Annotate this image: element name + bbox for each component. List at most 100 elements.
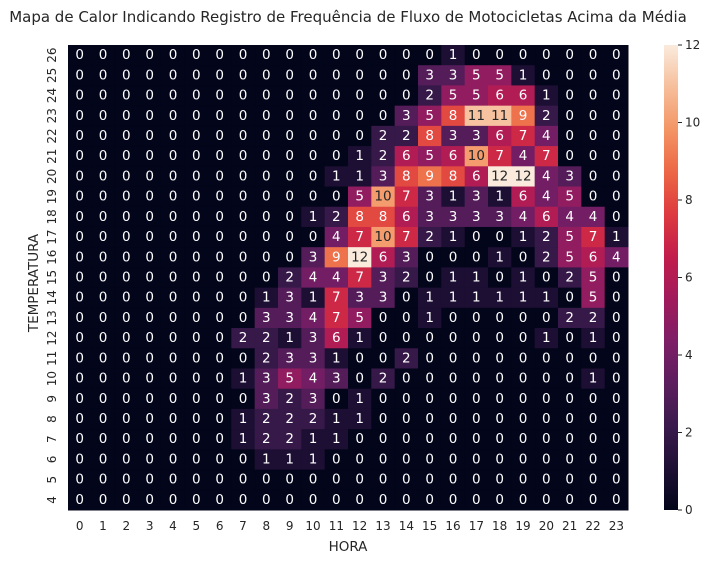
heatmap-cell bbox=[68, 348, 92, 369]
heatmap-cell bbox=[558, 206, 582, 228]
cell-value-label: 1 bbox=[542, 88, 551, 104]
cell-value-label: 0 bbox=[75, 67, 84, 83]
heatmap-cell bbox=[301, 166, 326, 188]
cell-value-label: 0 bbox=[379, 47, 388, 63]
heatmap-cell bbox=[138, 469, 162, 491]
heatmap-cell bbox=[488, 287, 512, 309]
heatmap-cell bbox=[418, 247, 442, 268]
cell-value-label: 3 bbox=[425, 189, 434, 205]
cell-value-label: 0 bbox=[425, 371, 434, 387]
heatmap-cell bbox=[254, 368, 279, 390]
heatmap-cell bbox=[114, 206, 139, 228]
cell-value-label: 0 bbox=[145, 472, 154, 488]
heatmap-cell bbox=[604, 247, 629, 268]
cell-value-label: 0 bbox=[169, 391, 178, 407]
cell-value-label: 0 bbox=[472, 431, 481, 447]
y-tick-label: 24 bbox=[45, 88, 59, 103]
heatmap-cell bbox=[534, 226, 559, 248]
cell-value-label: 6 bbox=[495, 128, 504, 144]
colorbar-tick-label: 6 bbox=[685, 271, 693, 285]
heatmap-cell bbox=[371, 429, 396, 450]
heatmap-cell bbox=[604, 348, 629, 369]
heatmap-cell bbox=[231, 206, 256, 228]
heatmap-cell bbox=[231, 287, 256, 309]
cell-value-label: 0 bbox=[145, 249, 154, 265]
heatmap-cell bbox=[441, 429, 466, 450]
cell-value-label: 1 bbox=[355, 391, 364, 407]
heatmap-cell bbox=[324, 65, 349, 86]
heatmap-cell bbox=[324, 247, 349, 268]
heatmap-cell bbox=[558, 469, 582, 491]
heatmap-cell bbox=[418, 388, 442, 410]
cell-value-label: 0 bbox=[122, 290, 131, 306]
heatmap-cell bbox=[464, 408, 489, 430]
heatmap-cell bbox=[441, 186, 466, 208]
cell-value-label: 0 bbox=[495, 391, 504, 407]
x-tick-label: 16 bbox=[445, 519, 460, 533]
cell-value-label: 0 bbox=[75, 350, 84, 366]
cell-value-label: 0 bbox=[239, 310, 248, 326]
heatmap-cell bbox=[91, 146, 116, 167]
cell-value-label: 0 bbox=[75, 209, 84, 225]
heatmap-cell bbox=[91, 166, 116, 188]
heatmap-cell bbox=[418, 368, 442, 390]
heatmap-cell bbox=[464, 489, 489, 511]
cell-value-label: 0 bbox=[192, 148, 201, 164]
heatmap-cell bbox=[138, 85, 162, 107]
cell-value-label: 3 bbox=[449, 128, 458, 144]
heatmap-cell bbox=[534, 65, 559, 86]
cell-value-label: 1 bbox=[472, 270, 481, 286]
cell-value-label: 6 bbox=[495, 88, 504, 104]
heatmap-cell bbox=[301, 368, 326, 390]
heatmap-cell bbox=[418, 226, 442, 248]
heatmap-cell bbox=[394, 186, 419, 208]
heatmap-cell bbox=[138, 408, 162, 430]
cell-value-label: 3 bbox=[309, 249, 318, 265]
cell-value-label: 0 bbox=[519, 350, 528, 366]
cell-value-label: 0 bbox=[239, 47, 248, 63]
heatmap-cell bbox=[231, 65, 256, 86]
heatmap-cell bbox=[324, 166, 349, 188]
heatmap-cell bbox=[161, 166, 186, 188]
colorbar bbox=[664, 45, 678, 510]
cell-value-label: 0 bbox=[285, 67, 294, 83]
heatmap-cell bbox=[394, 408, 419, 430]
cell-value-label: 0 bbox=[215, 371, 224, 387]
cell-value-label: 0 bbox=[285, 472, 294, 488]
cell-value-label: 0 bbox=[355, 492, 364, 508]
heatmap-cell bbox=[534, 328, 559, 349]
cell-value-label: 2 bbox=[332, 209, 341, 225]
cell-value-label: 0 bbox=[75, 451, 84, 467]
cell-value-label: 0 bbox=[565, 431, 574, 447]
heatmap-cell bbox=[488, 429, 512, 450]
heatmap-cell bbox=[488, 125, 512, 147]
heatmap-cell bbox=[534, 469, 559, 491]
cell-value-label: 0 bbox=[75, 492, 84, 508]
heatmap-cell bbox=[68, 449, 92, 471]
cell-value-label: 0 bbox=[169, 310, 178, 326]
cell-value-label: 0 bbox=[75, 189, 84, 205]
cell-value-label: 6 bbox=[379, 249, 388, 265]
cell-value-label: 0 bbox=[145, 330, 154, 346]
cell-value-label: 0 bbox=[309, 189, 318, 205]
cell-value-label: 0 bbox=[379, 350, 388, 366]
cell-value-label: 0 bbox=[612, 88, 621, 104]
heatmap-cell bbox=[278, 449, 302, 471]
cell-value-label: 0 bbox=[99, 168, 108, 184]
cell-value-label: 0 bbox=[449, 492, 458, 508]
cell-value-label: 0 bbox=[565, 350, 574, 366]
cell-value-label: 0 bbox=[192, 431, 201, 447]
heatmap-cell bbox=[138, 206, 162, 228]
cell-value-label: 3 bbox=[379, 290, 388, 306]
heatmap-cell bbox=[534, 429, 559, 450]
heatmap-cell bbox=[604, 105, 629, 127]
heatmap-cell bbox=[278, 489, 302, 511]
cell-value-label: 1 bbox=[612, 229, 621, 245]
heatmap-cell bbox=[91, 489, 116, 511]
heatmap-cell bbox=[301, 469, 326, 491]
cell-value-label: 0 bbox=[262, 492, 271, 508]
heatmap-cell bbox=[441, 267, 466, 289]
cell-value-label: 1 bbox=[355, 411, 364, 427]
cell-value-label: 0 bbox=[99, 290, 108, 306]
heatmap-cell bbox=[418, 125, 442, 147]
